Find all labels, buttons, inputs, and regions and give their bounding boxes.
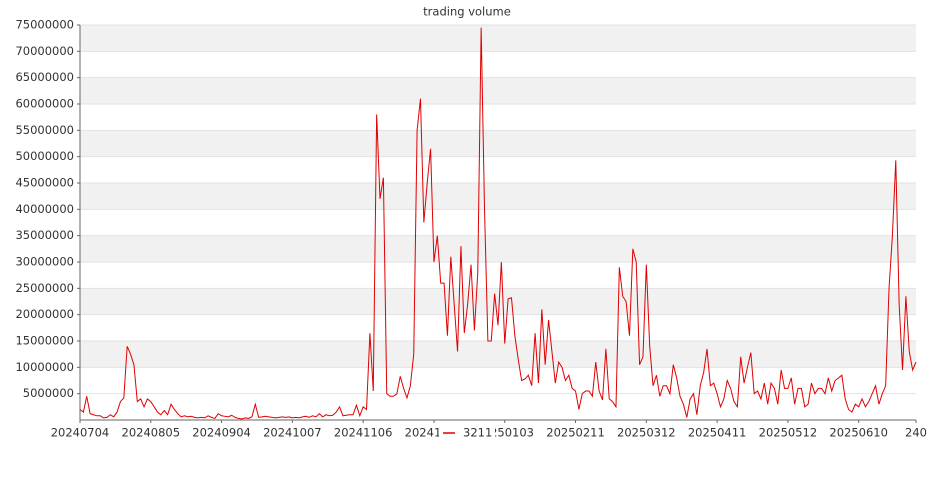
grid-band xyxy=(80,235,916,262)
y-tick-label: 75000000 xyxy=(15,18,74,32)
y-tick-label: 70000000 xyxy=(15,44,74,58)
y-tick-label: 5000000 xyxy=(23,386,74,400)
y-tick-label: 25000000 xyxy=(15,281,74,295)
grid-band xyxy=(80,341,916,368)
legend-bg xyxy=(439,425,495,441)
x-tick-label: 20250411 xyxy=(688,426,747,440)
grid-band xyxy=(80,77,916,104)
x-tick-label: 20240904 xyxy=(192,426,251,440)
x-tick-label: 20241106 xyxy=(334,426,393,440)
legend: 3211 xyxy=(439,425,495,441)
legend-label: 3211 xyxy=(463,426,492,440)
y-tick-label: 20000000 xyxy=(15,307,74,321)
grid-band xyxy=(80,130,916,157)
grid-band xyxy=(80,288,916,315)
x-tick-label: 20240704 xyxy=(51,426,110,440)
x-tick-label: 20250610 xyxy=(829,426,888,440)
x-tick-label: 20250512 xyxy=(759,426,818,440)
y-tick-label: 30000000 xyxy=(15,255,74,269)
y-tick-label: 65000000 xyxy=(15,70,74,84)
y-tick-label: 45000000 xyxy=(15,176,74,190)
grid-band xyxy=(80,183,916,210)
y-tick-label: 35000000 xyxy=(15,228,74,242)
y-tick-label: 10000000 xyxy=(15,360,74,374)
data-line xyxy=(79,27,917,420)
x-tick-label: 20250312 xyxy=(617,426,676,440)
y-tick-label: 60000000 xyxy=(15,97,74,111)
y-tick-label: 15000000 xyxy=(15,334,74,348)
x-tick-label: 20241007 xyxy=(263,426,322,440)
y-tick-label: 50000000 xyxy=(15,149,74,163)
y-tick-label: 55000000 xyxy=(15,123,74,137)
x-tick-label: 20240805 xyxy=(122,426,181,440)
grid-band xyxy=(80,25,916,52)
y-tick-label: 40000000 xyxy=(15,202,74,216)
x-tick-label: 240 xyxy=(905,426,927,440)
x-tick-label: 20250211 xyxy=(546,426,605,440)
chart-title: trading volume xyxy=(423,5,511,19)
